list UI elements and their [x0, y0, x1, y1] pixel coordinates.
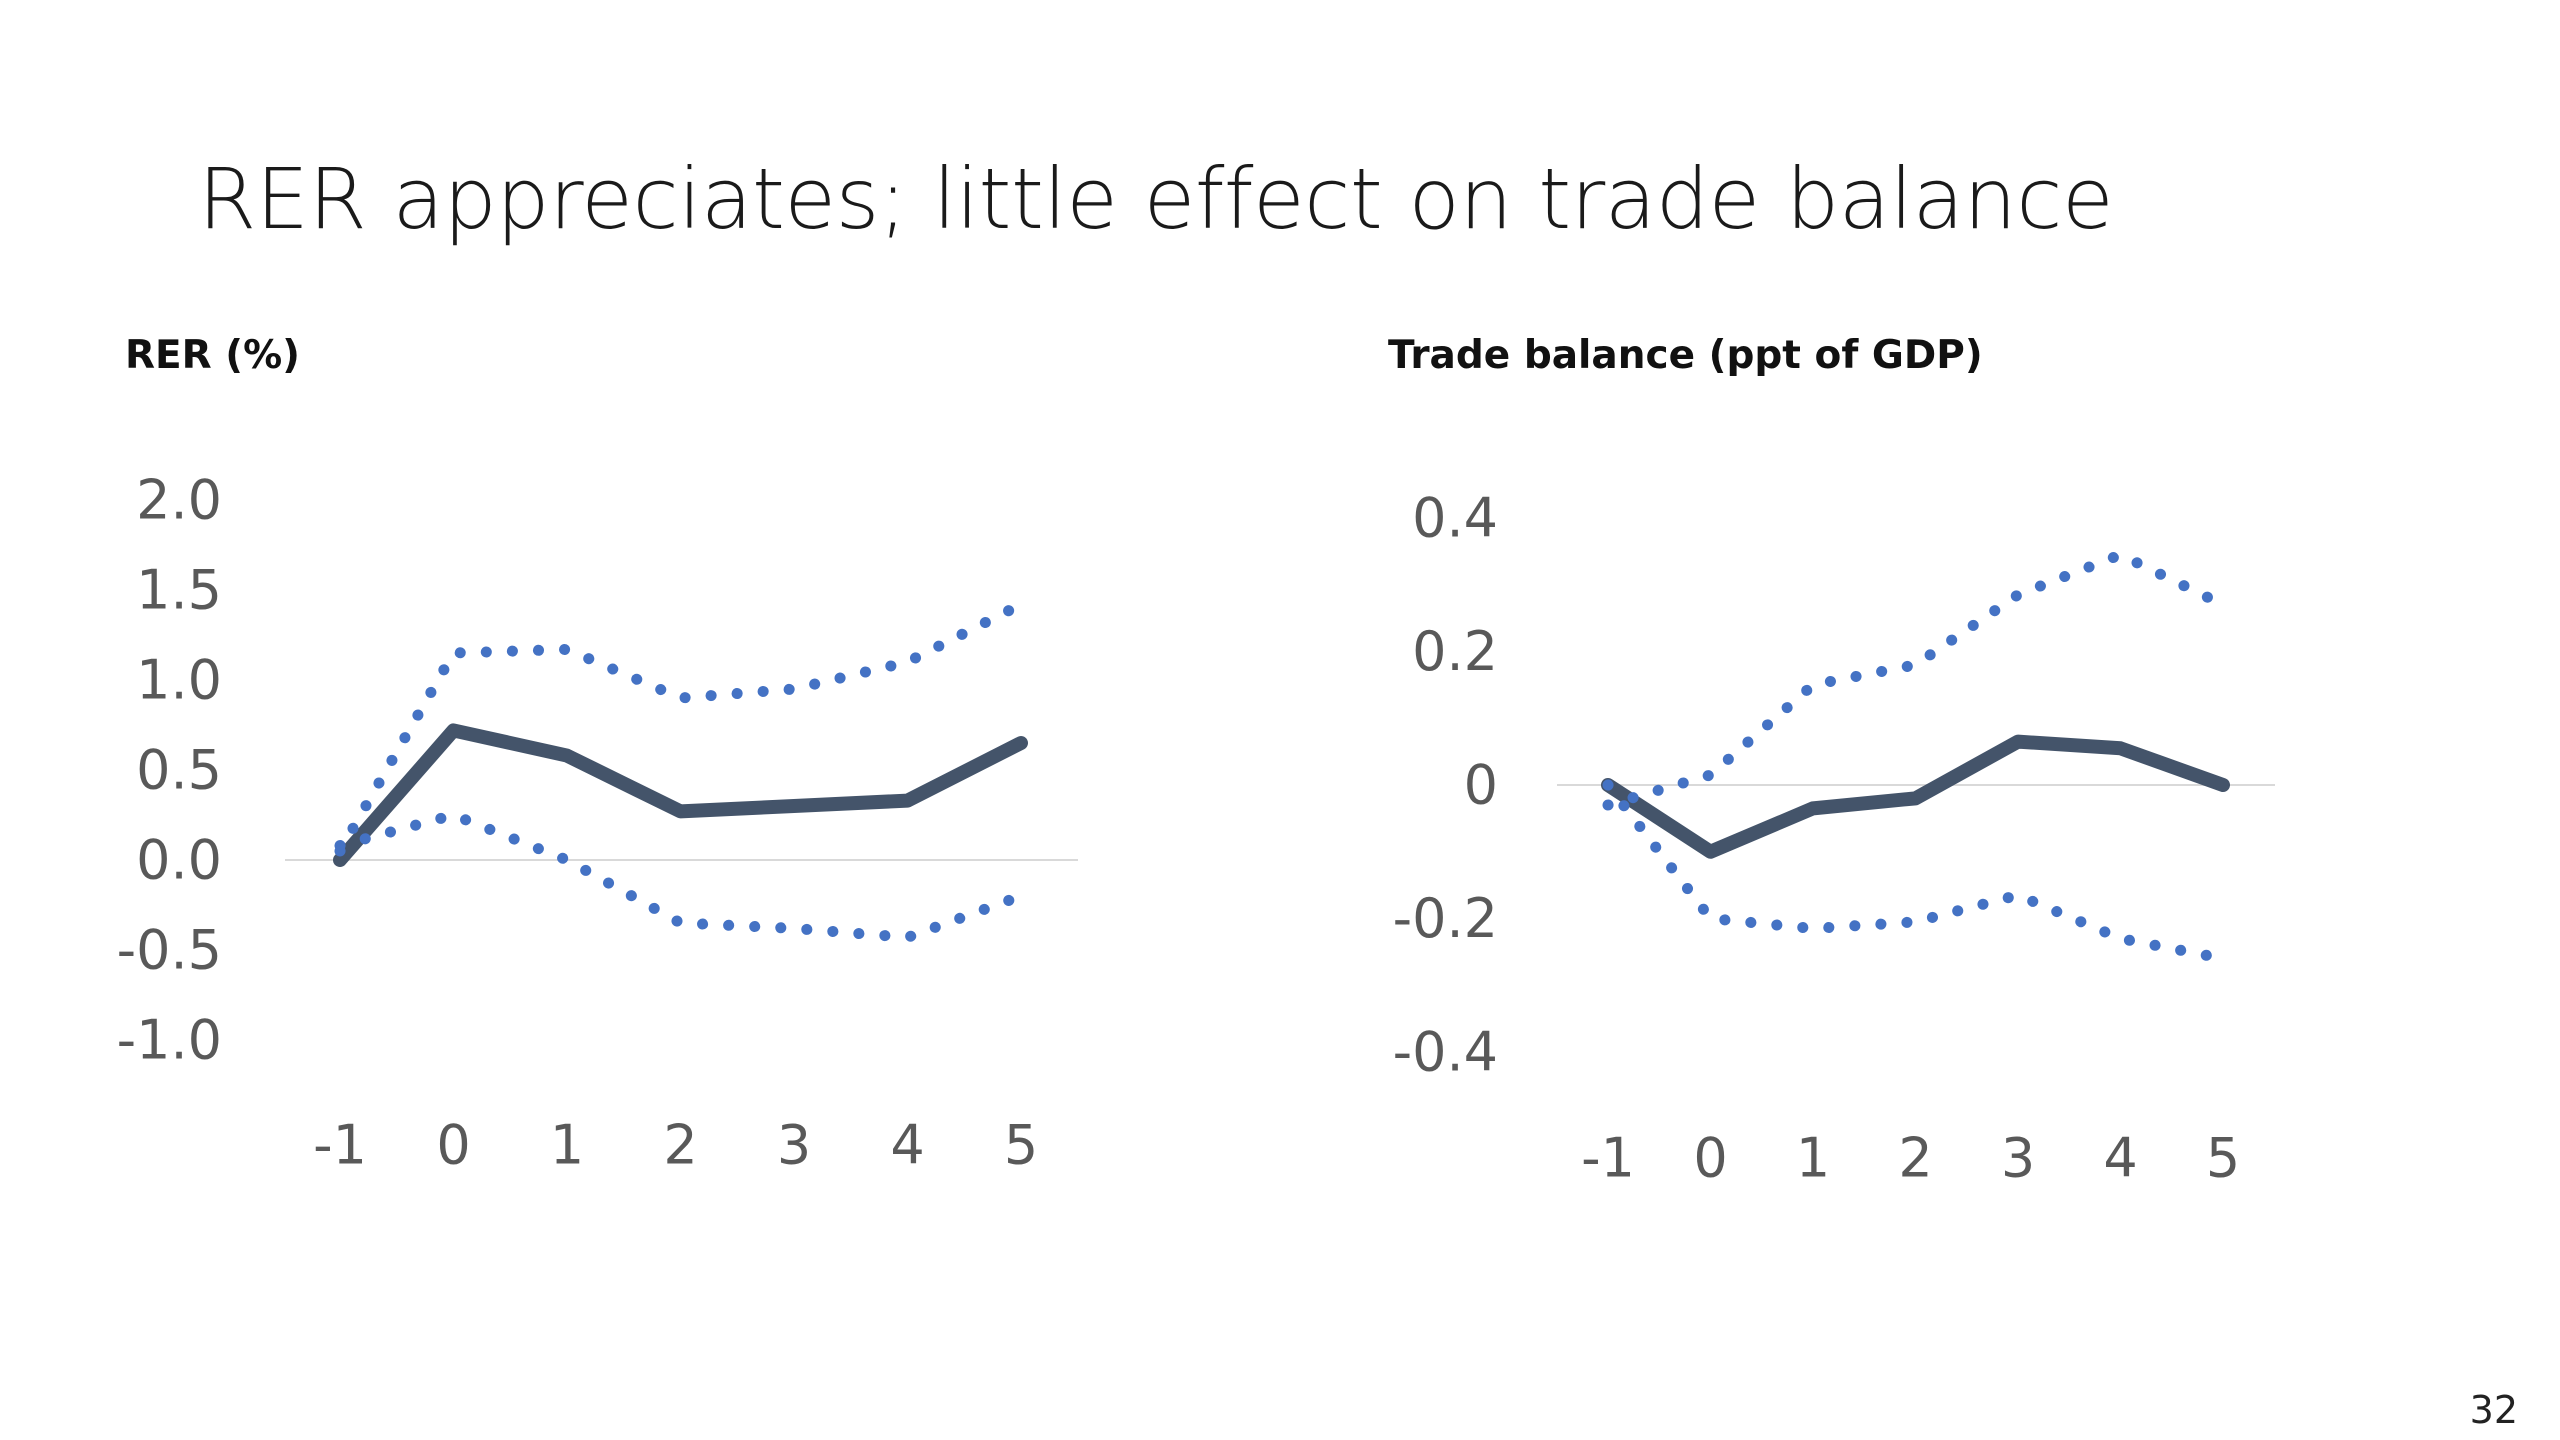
- slide-title: RER appreciates; little effect on trade …: [198, 150, 2114, 248]
- rer-x-tick-label: 5: [1004, 1114, 1038, 1177]
- rer-y-tick-label: 2.0: [136, 469, 222, 532]
- trade-balance-y-tick-label: -0.4: [1393, 1021, 1498, 1084]
- trade-balance-y-tick-label: 0: [1464, 754, 1498, 817]
- rer-y-tick-label: -1.0: [117, 1009, 222, 1072]
- rer-lower-band-line: [334, 809, 1027, 943]
- rer-x-tick-label: 0: [436, 1114, 470, 1177]
- trade-balance-lower-band-line: [1602, 779, 2229, 965]
- rer-chart-title: RER (%): [125, 333, 301, 378]
- trade-balance-upper-band-line: [1602, 549, 2229, 811]
- trade-balance-y-tick-label: 0.4: [1412, 487, 1498, 550]
- trade-balance-estimate-line: [1601, 734, 2230, 859]
- trade-balance-x-tick-label: 3: [2001, 1127, 2035, 1190]
- rer-y-tick-label: 1.0: [136, 649, 222, 712]
- trade-balance-x-tick-label: 5: [2206, 1127, 2240, 1190]
- rer-y-tick-label: -0.5: [117, 919, 222, 982]
- trade-balance-y-tick-label: -0.2: [1393, 887, 1498, 950]
- rer-estimate-line: [333, 723, 1028, 867]
- trade-balance-x-tick-label: 2: [1898, 1127, 1932, 1190]
- trade-balance-chart-title: Trade balance (ppt of GDP): [1388, 333, 1983, 378]
- page-number: 32: [2469, 1388, 2518, 1432]
- trade-balance-x-tick-label: -1: [1581, 1127, 1635, 1190]
- rer-x-tick-label: 3: [777, 1114, 811, 1177]
- trade-balance-x-tick-label: 4: [2103, 1127, 2137, 1190]
- trade-balance-x-tick-label: 0: [1693, 1127, 1727, 1190]
- trade-balance-x-tick-label: 1: [1796, 1127, 1830, 1190]
- rer-y-tick-label: 1.5: [136, 559, 222, 622]
- rer-upper-band-line: [334, 598, 1027, 857]
- trade-balance-y-tick-label: 0.2: [1412, 620, 1498, 683]
- rer-y-tick-label: 0.5: [136, 739, 222, 802]
- rer-x-tick-label: 4: [890, 1114, 924, 1177]
- rer-y-tick-label: 0.0: [136, 829, 222, 892]
- rer-x-tick-label: 2: [663, 1114, 697, 1177]
- rer-x-tick-label: -1: [313, 1114, 367, 1177]
- rer-x-tick-label: 1: [550, 1114, 584, 1177]
